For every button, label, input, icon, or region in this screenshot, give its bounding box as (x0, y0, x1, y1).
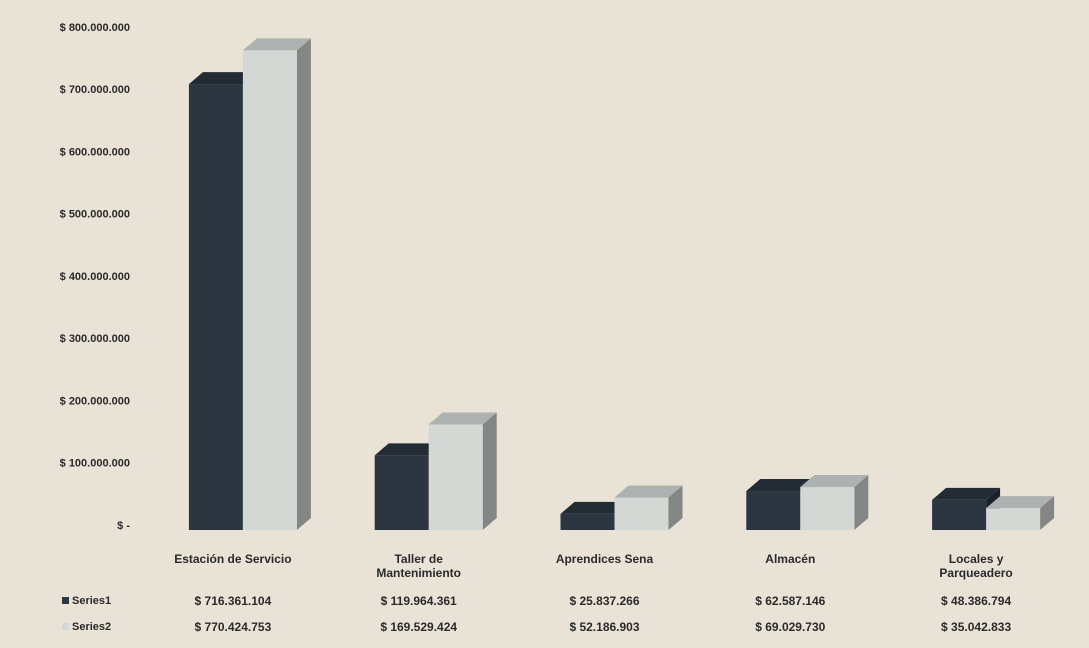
bar (242, 50, 297, 531)
x-tick-label: Almacén (765, 552, 816, 566)
value-label: $ 69.029.730 (755, 620, 826, 634)
bar-side (854, 475, 869, 530)
x-tick-label: Locales y Parqueadero (939, 552, 1013, 580)
y-tick-label: $ 700.000.000 (60, 84, 130, 96)
value-label: $ 62.587.146 (755, 594, 826, 608)
y-tick-label: $ - (117, 520, 130, 532)
x-tick-label: Taller de Mantenimiento (376, 552, 462, 580)
legend-label: Series1 (72, 595, 111, 607)
bar-top (932, 487, 1001, 500)
bar-top (242, 38, 311, 51)
y-tick-label: $ 400.000.000 (60, 271, 130, 283)
value-label: $ 52.186.903 (569, 620, 640, 634)
value-label: $ 25.837.266 (569, 594, 640, 608)
bar-top (986, 496, 1055, 509)
bar-side (1040, 496, 1055, 530)
value-label: $ 716.361.104 (194, 594, 272, 608)
y-tick-label: $ 300.000.000 (60, 333, 130, 345)
bar-top (188, 72, 257, 85)
bar-top (560, 501, 629, 514)
bar-side (296, 38, 311, 531)
bar (986, 508, 1041, 530)
legend-swatch (62, 623, 69, 630)
bar-top (746, 479, 815, 492)
bar-top (374, 443, 443, 456)
bar-top (428, 412, 497, 425)
value-label: $ 119.964.361 (380, 594, 457, 608)
y-tick-label: $ 500.000.000 (60, 209, 130, 221)
bar-top (800, 475, 869, 488)
bar (374, 455, 429, 530)
bar (188, 84, 243, 530)
bar (428, 424, 483, 530)
value-label: $ 48.386.794 (941, 594, 1012, 608)
bar (932, 499, 987, 530)
bar (746, 491, 801, 530)
y-tick-label: $ 100.000.000 (60, 458, 130, 470)
value-label: $ 35.042.833 (941, 620, 1012, 634)
y-tick-label: $ 200.000.000 (60, 395, 130, 407)
y-tick-label: $ 800.000.000 (60, 22, 130, 34)
legend-swatch (62, 597, 69, 604)
bar-side (668, 485, 683, 530)
bar (614, 497, 669, 530)
x-tick-label: Estación de Servicio (174, 552, 292, 566)
bar (560, 513, 615, 530)
value-label: $ 169.529.424 (380, 620, 458, 634)
bar-top (614, 485, 683, 498)
value-label: $ 770.424.753 (194, 620, 272, 634)
x-tick-label: Aprendices Sena (555, 552, 654, 566)
bar-side (482, 412, 497, 530)
y-tick-label: $ 600.000.000 (60, 146, 130, 158)
bar (800, 487, 855, 530)
legend-label: Series2 (72, 621, 111, 633)
